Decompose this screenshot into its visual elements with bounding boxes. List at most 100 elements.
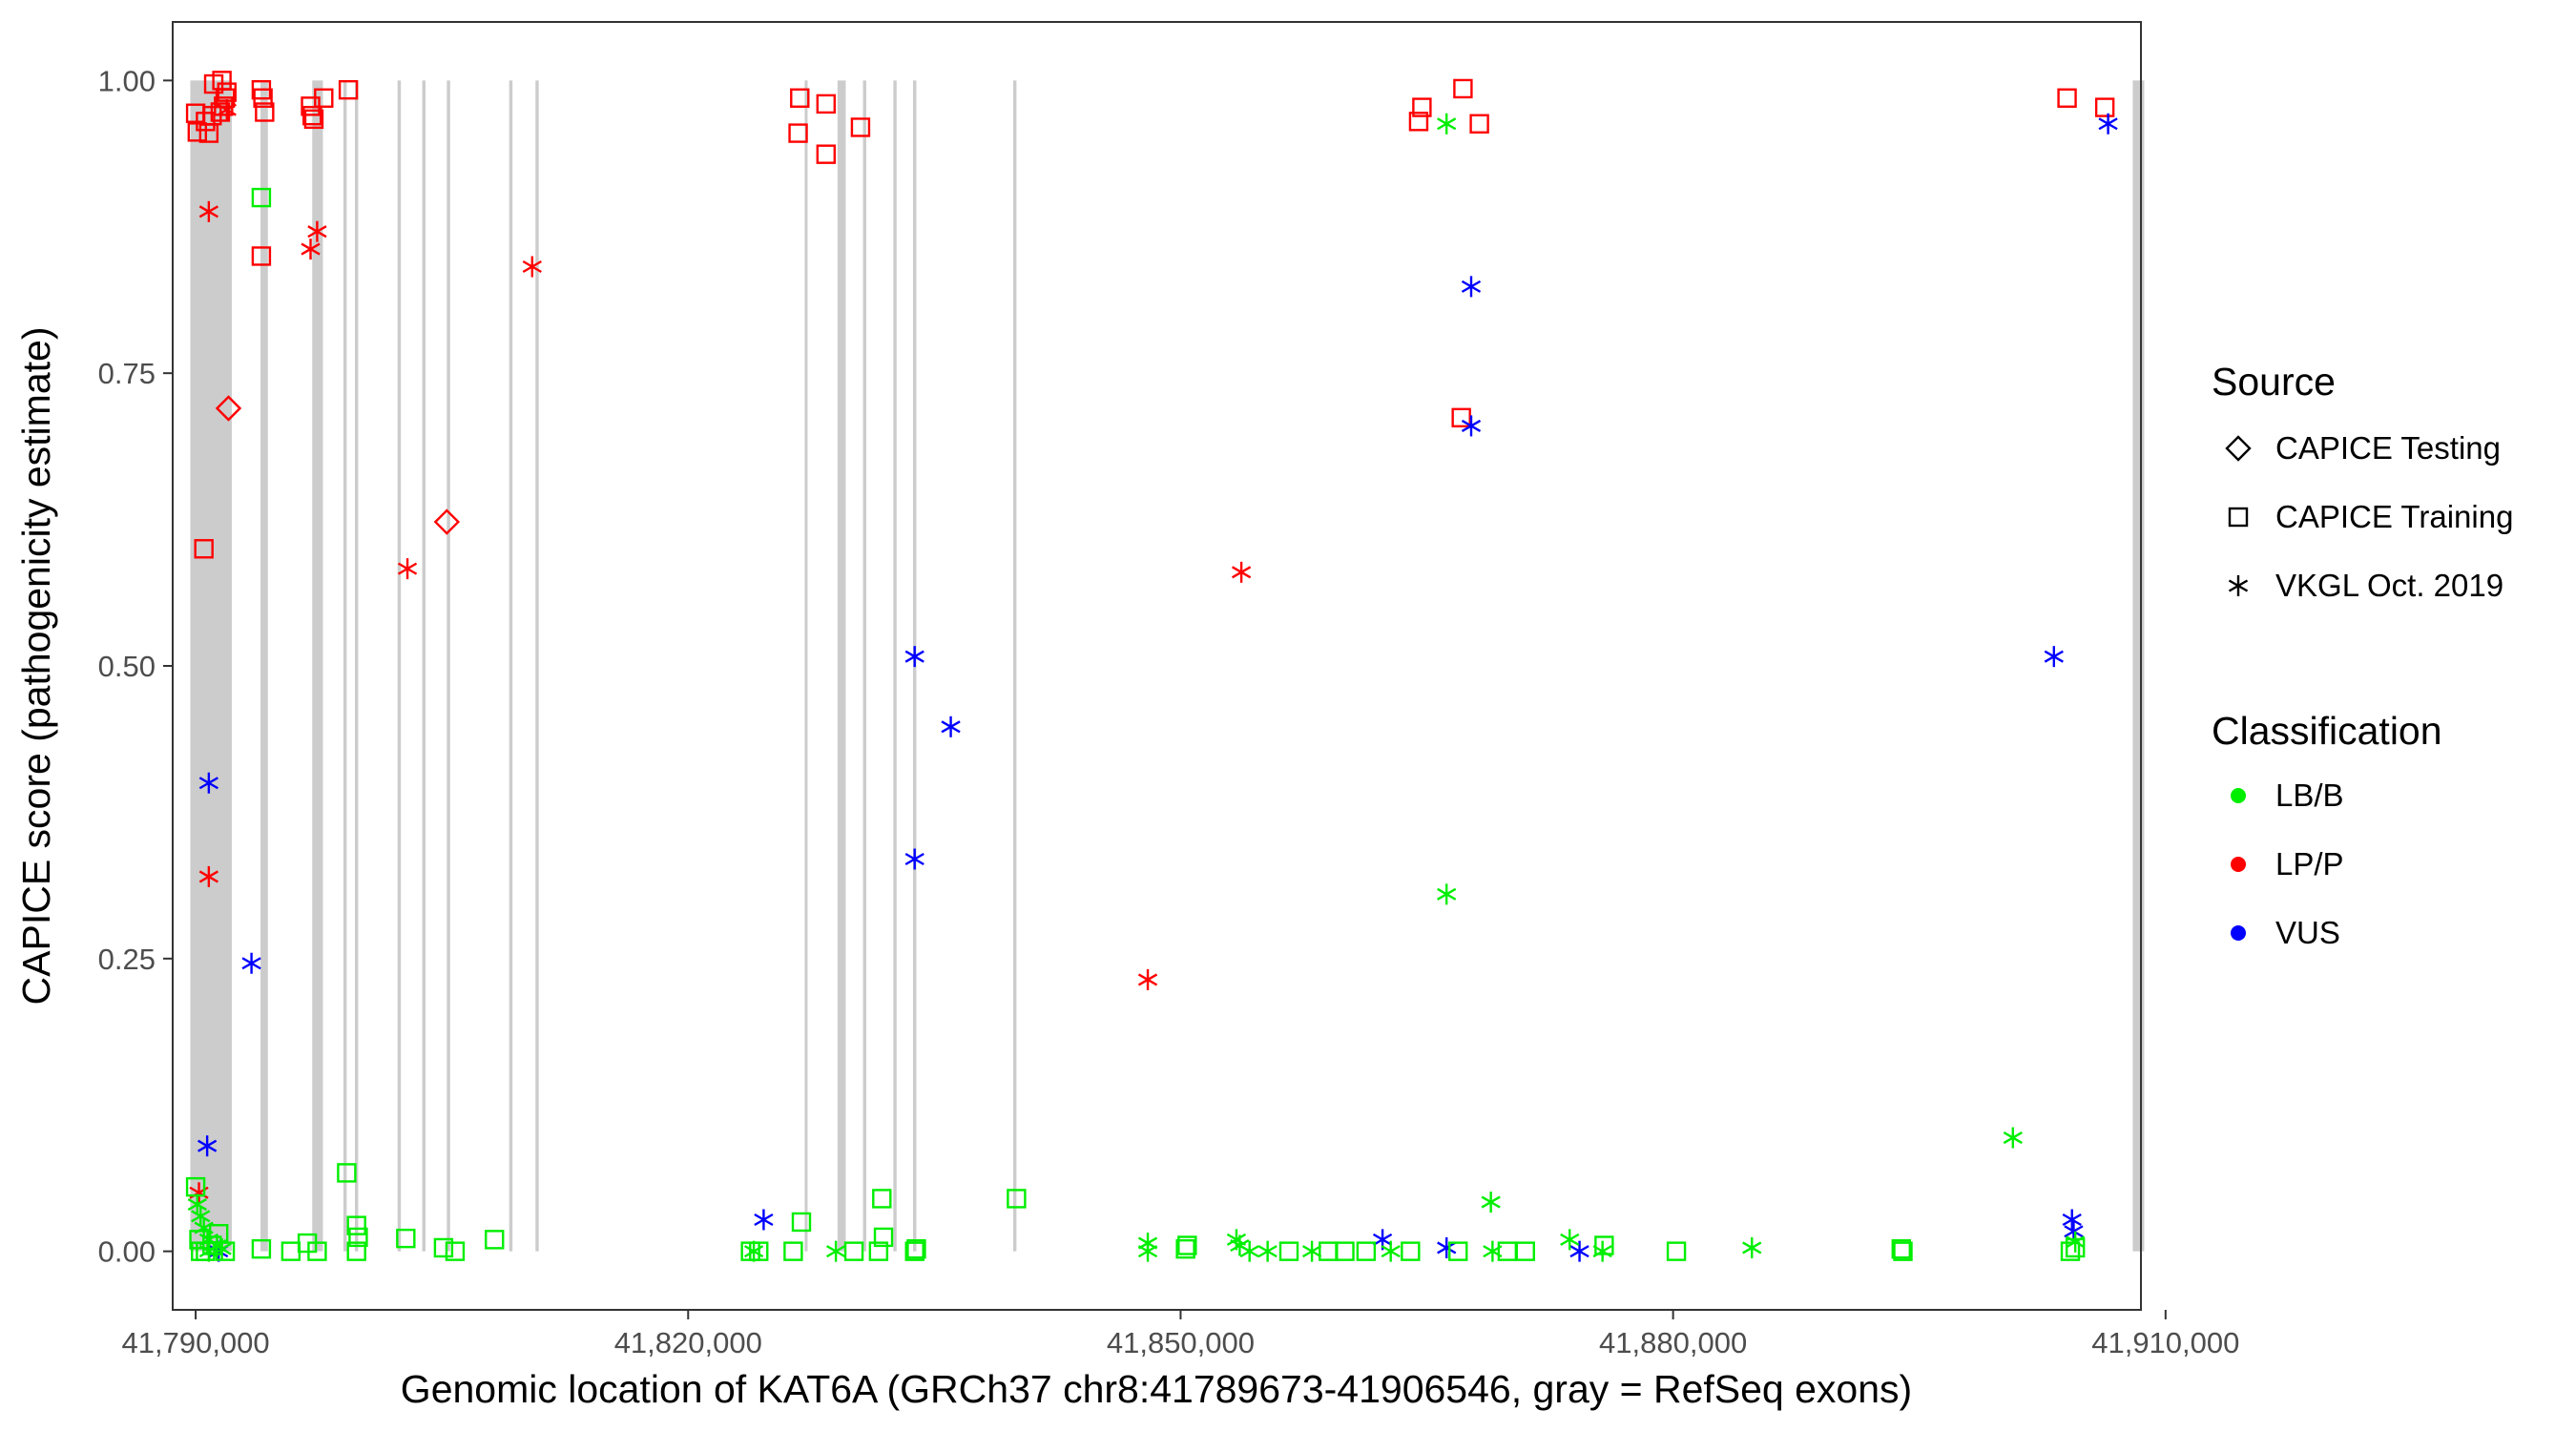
legend-source-label: VKGL Oct. 2019 <box>2275 568 2503 603</box>
data-point <box>1257 1240 1278 1262</box>
data-point <box>241 952 261 974</box>
data-point <box>280 1241 301 1261</box>
exon-band <box>1012 80 1017 1252</box>
data-point <box>1278 1241 1299 1261</box>
data-point <box>904 848 924 870</box>
data-point <box>196 1241 216 1261</box>
data-point <box>825 1240 846 1262</box>
data-point <box>1437 1236 1457 1258</box>
data-point <box>485 1230 505 1250</box>
data-point <box>816 93 836 114</box>
exon-band <box>804 80 808 1252</box>
data-point <box>2060 1241 2081 1261</box>
data-point <box>1137 968 1158 990</box>
data-point <box>1437 883 1457 905</box>
data-point <box>1515 1241 1535 1261</box>
data-point <box>788 123 808 143</box>
data-point <box>302 105 322 126</box>
data-point <box>1469 114 1489 134</box>
legend-source-key <box>2228 507 2249 528</box>
data-point <box>189 1230 209 1250</box>
x-tick-label: 41,850,000 <box>1107 1326 1255 1359</box>
data-point <box>1137 1240 1158 1262</box>
data-point <box>1175 1238 1195 1259</box>
exon-band <box>862 80 866 1252</box>
data-point <box>1461 415 1482 437</box>
data-point <box>198 772 218 794</box>
legend-source-label: CAPICE Training <box>2275 499 2513 534</box>
exon-bands <box>190 80 2145 1252</box>
data-point <box>1666 1241 1687 1261</box>
exon-band <box>260 80 268 1252</box>
data-point <box>251 1238 272 1259</box>
data-point <box>906 1238 926 1259</box>
data-point <box>522 256 542 278</box>
data-point <box>1301 1240 1322 1262</box>
data-point <box>1356 1241 1377 1261</box>
data-point <box>1594 1235 1614 1255</box>
data-point <box>1437 113 1457 135</box>
data-point <box>202 1235 222 1255</box>
data-point <box>445 1241 466 1261</box>
x-tick-label: 41,880,000 <box>1599 1326 1747 1359</box>
legend-source-label: CAPICE Testing <box>2275 430 2501 466</box>
data-point <box>1177 1235 1197 1255</box>
legend-class-label: LB/B <box>2275 778 2344 813</box>
data-point <box>1497 1241 1518 1261</box>
data-point <box>215 1241 236 1261</box>
data-point <box>1401 1241 1421 1261</box>
data-point <box>2098 113 2118 135</box>
data-point <box>1007 1189 1027 1209</box>
data-point <box>904 646 924 668</box>
plot-panel-border <box>172 21 2142 1311</box>
exon-band <box>509 80 513 1252</box>
data-point <box>2065 1237 2086 1258</box>
data-point <box>397 558 418 580</box>
data-point <box>1381 1240 1401 1262</box>
data-point <box>783 1241 803 1261</box>
data-point <box>337 1163 357 1183</box>
data-point <box>872 1189 892 1209</box>
data-point <box>749 1241 769 1261</box>
data-point <box>2003 1127 2023 1149</box>
exon-band <box>2132 80 2145 1252</box>
y-tick-label: 1.00 <box>98 64 156 97</box>
data-point <box>850 117 871 137</box>
data-point <box>255 102 275 122</box>
data-point <box>1893 1241 1913 1261</box>
data-point <box>1412 97 1432 117</box>
data-point <box>307 220 327 242</box>
y-tick-label: 0.25 <box>98 943 156 976</box>
exon-band <box>343 80 347 1252</box>
data-point <box>217 99 237 121</box>
data-point <box>1335 1241 1355 1261</box>
data-point <box>433 508 461 535</box>
y-axis-label: CAPICE score (pathogenicity estimate) <box>14 327 58 1006</box>
exon-band <box>837 80 846 1252</box>
data-point <box>873 1227 894 1248</box>
data-point <box>338 79 359 100</box>
data-point <box>1481 1192 1501 1213</box>
data-point <box>307 1241 327 1261</box>
data-point <box>187 1193 207 1215</box>
data-point <box>2094 97 2115 117</box>
data-point <box>301 238 321 260</box>
data-point <box>1239 1240 1259 1262</box>
data-point <box>198 865 218 887</box>
x-tick-label: 41,820,000 <box>614 1326 762 1359</box>
x-tick-label: 41,790,000 <box>122 1326 270 1359</box>
legend-class-label: VUS <box>2275 915 2340 950</box>
legend-class-key <box>2231 925 2246 941</box>
data-point <box>1461 276 1482 298</box>
data-point <box>941 716 961 737</box>
data-point <box>1319 1241 1339 1261</box>
data-point <box>314 88 334 108</box>
exon-band <box>893 80 897 1252</box>
data-point <box>396 1228 416 1249</box>
exon-band <box>312 80 323 1252</box>
exon-band <box>190 80 232 1252</box>
data-point <box>2062 1209 2082 1231</box>
data-point <box>194 539 214 559</box>
data-point <box>1448 1241 1468 1261</box>
data-point <box>1231 561 1252 583</box>
